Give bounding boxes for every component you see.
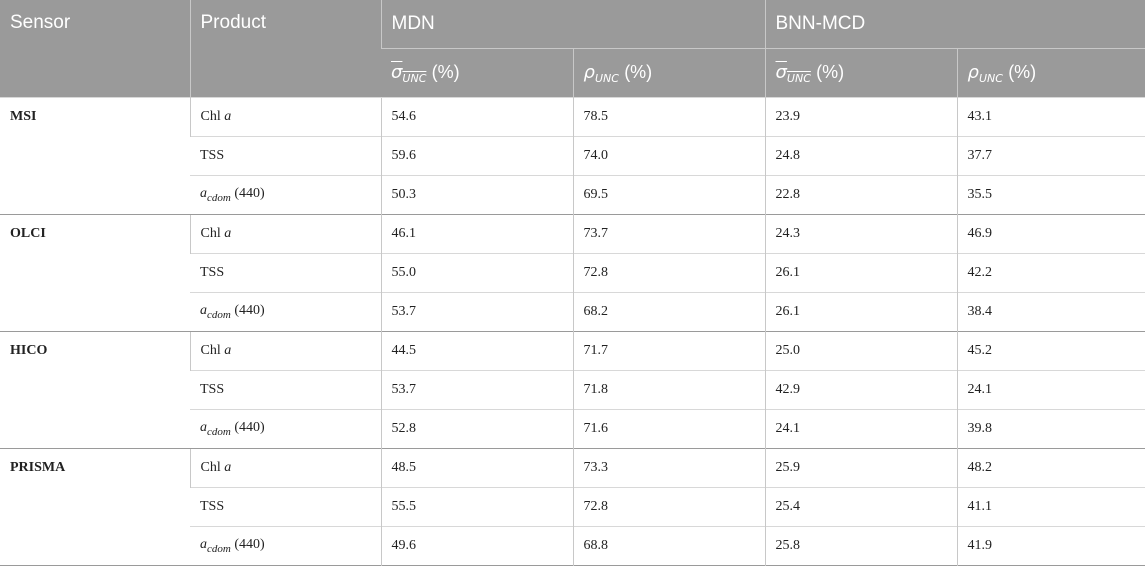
value-cell-mdn-rho: 71.7 (572, 331, 765, 371)
product-cell: acdom (440) (190, 526, 381, 566)
value-cell-bnn-sigma: 26.1 (764, 292, 957, 332)
value-cell-mdn-sigma: 48.5 (380, 448, 573, 488)
value-cell-mdn-rho: 73.3 (572, 448, 765, 488)
value-cell-bnn-sigma: 24.8 (764, 136, 957, 176)
table-row: PRISMA Chl a 48.5 73.3 25.9 48.2 (0, 448, 1145, 566)
product-cell: acdom (440) (190, 292, 381, 332)
value-cell-mdn-rho: 71.8 (572, 370, 765, 410)
value-cell-mdn-rho: 78.5 (572, 97, 765, 137)
product-cell: TSS (190, 487, 381, 527)
value-cell-bnn-sigma: 26.1 (764, 253, 957, 293)
header-bnn-sigma: σUNC (%) (764, 48, 957, 98)
table-row: TSS 53.7 71.8 42.9 24.1 (0, 370, 1145, 410)
value-cell-bnn-sigma: 23.9 (764, 97, 957, 137)
table-body: MSI Chl a 54.6 78.5 23.9 43.1 TSS 59.6 74.0 24.8 3… (0, 97, 1145, 566)
value-cell-mdn-rho: 74.0 (572, 136, 765, 176)
table-row: MSI Chl a 54.6 78.5 23.9 43.1 (0, 97, 1145, 215)
header-row-bottom: σUNC (%) ρUNC (%) σUNC (%) ρUNC (%) (0, 48, 1145, 98)
value-cell-bnn-sigma: 42.9 (764, 370, 957, 410)
header-product: Product (189, 0, 381, 98)
value-cell-mdn-sigma: 50.3 (380, 175, 573, 215)
value-cell-mdn-sigma: 54.6 (380, 97, 573, 137)
table-row: acdom (440) 53.7 68.2 26.1 38.4 (0, 292, 1145, 332)
product-cell: TSS (190, 136, 381, 176)
value-cell-bnn-rho: 39.8 (956, 409, 1145, 449)
table-row: acdom (440) 50.3 69.5 22.8 35.5 (0, 175, 1145, 215)
value-cell-bnn-sigma: 22.8 (764, 175, 957, 215)
product-cell: Chl a (189, 97, 381, 137)
header-bnn-mcd: BNN-MCD (764, 0, 1145, 49)
value-cell-bnn-rho: 41.9 (956, 526, 1145, 566)
value-cell-bnn-rho: 42.2 (956, 253, 1145, 293)
value-cell-bnn-sigma: 25.4 (764, 487, 957, 527)
table-row: acdom (440) 52.8 71.6 24.1 39.8 (0, 409, 1145, 449)
product-cell: acdom (440) (190, 175, 381, 215)
header-row-top: Sensor Product MDN BNN-MCD (0, 0, 1145, 98)
sensor-cell: OLCI (0, 214, 190, 332)
value-cell-mdn-sigma: 59.6 (380, 136, 573, 176)
header-mdn-sigma: σUNC (%) (381, 48, 573, 98)
value-cell-mdn-rho: 73.7 (572, 214, 765, 254)
value-cell-bnn-rho: 24.1 (956, 370, 1145, 410)
header-bnn-rho: ρUNC (%) (956, 48, 1145, 98)
value-cell-mdn-rho: 68.2 (572, 292, 765, 332)
value-cell-mdn-sigma: 49.6 (380, 526, 573, 566)
value-cell-bnn-rho: 41.1 (956, 487, 1145, 527)
value-cell-mdn-rho: 69.5 (572, 175, 765, 215)
table-row: TSS 55.0 72.8 26.1 42.2 (0, 253, 1145, 293)
value-cell-mdn-rho: 72.8 (572, 487, 765, 527)
sensor-cell: HICO (0, 331, 190, 449)
header-mdn: MDN (380, 0, 765, 49)
table-row: TSS 59.6 74.0 24.8 37.7 (0, 136, 1145, 176)
value-cell-bnn-rho: 38.4 (956, 292, 1145, 332)
value-cell-bnn-rho: 35.5 (956, 175, 1145, 215)
value-cell-bnn-rho: 37.7 (956, 136, 1145, 176)
product-cell: Chl a (189, 214, 381, 254)
value-cell-mdn-rho: 71.6 (572, 409, 765, 449)
value-cell-mdn-sigma: 52.8 (380, 409, 573, 449)
product-cell: acdom (440) (190, 409, 381, 449)
value-cell-bnn-rho: 43.1 (956, 97, 1145, 137)
value-cell-mdn-sigma: 46.1 (380, 214, 573, 254)
product-cell: TSS (190, 370, 381, 410)
header-mdn-rho: ρUNC (%) (572, 48, 765, 98)
value-cell-mdn-sigma: 53.7 (380, 292, 573, 332)
value-cell-bnn-sigma: 24.3 (764, 214, 957, 254)
sensor-cell: PRISMA (0, 448, 190, 566)
product-cell: TSS (190, 253, 381, 293)
value-cell-mdn-sigma: 55.5 (380, 487, 573, 527)
table-row: TSS 55.5 72.8 25.4 41.1 (0, 487, 1145, 527)
value-cell-mdn-sigma: 53.7 (380, 370, 573, 410)
value-cell-bnn-sigma: 24.1 (764, 409, 957, 449)
table-row: OLCI Chl a 46.1 73.7 24.3 46.9 (0, 214, 1145, 332)
value-cell-bnn-sigma: 25.9 (764, 448, 957, 488)
product-cell: Chl a (189, 331, 381, 371)
value-cell-mdn-sigma: 44.5 (380, 331, 573, 371)
value-cell-bnn-rho: 45.2 (956, 331, 1145, 371)
sensor-cell: MSI (0, 97, 190, 215)
header-sensor: Sensor (0, 0, 190, 98)
value-cell-bnn-rho: 48.2 (956, 448, 1145, 488)
value-cell-bnn-rho: 46.9 (956, 214, 1145, 254)
value-cell-mdn-sigma: 55.0 (380, 253, 573, 293)
value-cell-mdn-rho: 68.8 (572, 526, 765, 566)
table-row: HICO Chl a 44.5 71.7 25.0 45.2 (0, 331, 1145, 449)
product-cell: Chl a (189, 448, 381, 488)
value-cell-mdn-rho: 72.8 (572, 253, 765, 293)
value-cell-bnn-sigma: 25.8 (764, 526, 957, 566)
value-cell-bnn-sigma: 25.0 (764, 331, 957, 371)
